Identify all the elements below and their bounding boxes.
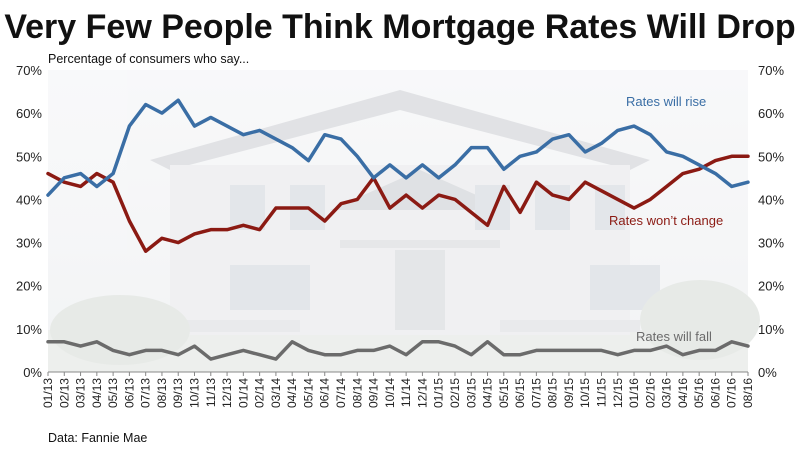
label-rates-will-rise: Rates will rise [626, 94, 706, 109]
x-tick-label: 11/14 [399, 378, 413, 407]
x-tick-label: 02/14 [253, 378, 267, 408]
y-tick-label-left: 70% [16, 63, 42, 78]
x-tick-label: 06/13 [122, 378, 136, 408]
x-tick-label: 12/13 [220, 378, 234, 408]
y-tick-label-right: 10% [758, 322, 784, 337]
series-line-rates-will-rise [46, 98, 750, 197]
y-tick-label-left: 0% [23, 365, 42, 380]
x-tick-label: 06/14 [318, 378, 332, 408]
x-tick-label: 06/15 [513, 378, 527, 408]
x-tick-label: 05/13 [106, 378, 120, 408]
x-tick-label: 05/14 [301, 378, 315, 408]
y-tick-label-right: 0% [758, 365, 777, 380]
x-tick-label: 07/14 [334, 378, 348, 408]
y-axis-left: 0% 10% 20% 30% 40% 50% 60% 70% [16, 63, 42, 380]
x-tick-label: 12/15 [611, 378, 625, 408]
x-tick-label: 02/16 [643, 378, 657, 408]
x-tick-label: 03/13 [74, 378, 88, 408]
y-tick-label-right: 20% [758, 279, 784, 294]
x-tick-label: 08/13 [155, 378, 169, 408]
x-tick-label: 02/13 [57, 378, 71, 408]
x-tick-label: 01/14 [236, 378, 250, 408]
x-tick-label: 01/15 [432, 378, 446, 408]
y-tick-label-left: 10% [16, 322, 42, 337]
y-tick-label-left: 60% [16, 106, 42, 121]
x-tick-label: 07/13 [139, 378, 153, 408]
label-rates-wont-change: Rates won’t change [609, 213, 723, 228]
chart-subtitle: Percentage of consumers who say... [48, 52, 249, 66]
y-tick-label-right: 70% [758, 63, 784, 78]
x-tick-label: 09/15 [562, 378, 576, 408]
x-tick-label: 11/15 [594, 378, 608, 407]
x-tick-label: 05/15 [497, 378, 511, 408]
x-tick-label: 07/16 [725, 378, 739, 408]
x-tick-label: 11/13 [204, 378, 218, 407]
y-tick-label-left: 50% [16, 149, 42, 164]
x-tick-label: 01/16 [627, 378, 641, 408]
y-tick-label-right: 60% [758, 106, 784, 121]
x-tick-label: 08/14 [350, 378, 364, 408]
x-tick-label: 04/13 [90, 378, 104, 408]
y-tick-label-right: 40% [758, 192, 784, 207]
x-tick-label: 07/15 [529, 378, 543, 408]
y-tick-label-left: 30% [16, 236, 42, 251]
x-tick-label: 03/15 [464, 378, 478, 408]
x-tick-label: 04/14 [285, 378, 299, 408]
x-tick-label: 06/16 [708, 378, 722, 408]
series-line-rates-will-fall [46, 340, 750, 361]
series-lines [46, 98, 750, 361]
x-tick-label: 03/16 [660, 378, 674, 408]
x-tick-label: 09/14 [367, 378, 381, 408]
x-tick-label: 04/16 [676, 378, 690, 408]
series-line-rates-won-t-change [46, 154, 750, 253]
y-tick-label-left: 40% [16, 192, 42, 207]
y-axis-right: 0% 10% 20% 30% 40% 50% 60% 70% [758, 63, 784, 380]
y-tick-label-right: 30% [758, 236, 784, 251]
x-tick-label: 12/14 [415, 378, 429, 408]
x-tick-label: 01/13 [41, 378, 55, 408]
x-tick-label: 05/16 [692, 378, 706, 408]
y-tick-label-right: 50% [758, 149, 784, 164]
x-tick-label: 10/15 [578, 378, 592, 408]
x-tick-label: 10/14 [383, 378, 397, 408]
x-tick-label: 02/15 [448, 378, 462, 408]
y-tick-label-left: 20% [16, 279, 42, 294]
x-tick-label: 04/15 [481, 378, 495, 408]
x-tick-label: 08/15 [546, 378, 560, 408]
x-axis: 01/13 02/13 03/13 04/13 05/13 06/13 07/13 08/13… [41, 372, 755, 408]
x-tick-label: 08/16 [741, 378, 755, 408]
x-tick-label: 03/14 [269, 378, 283, 408]
chart-source: Data: Fannie Mae [48, 431, 147, 445]
label-rates-will-fall: Rates will fall [636, 329, 712, 344]
house-background [48, 70, 760, 372]
x-tick-label: 09/13 [171, 378, 185, 408]
chart-title: Very Few People Think Mortgage Rates Wil… [4, 8, 795, 46]
x-tick-label: 10/13 [188, 378, 202, 408]
